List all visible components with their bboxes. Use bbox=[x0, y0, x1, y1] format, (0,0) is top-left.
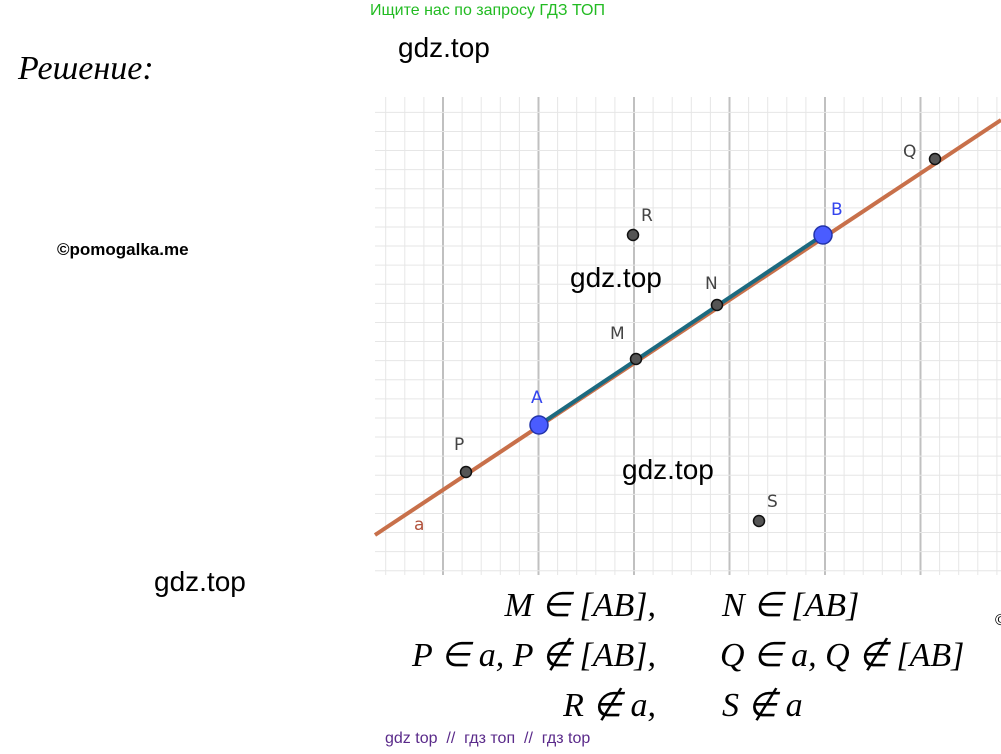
statement: S ∉ a bbox=[722, 687, 803, 724]
point bbox=[629, 352, 643, 366]
watermark: gdz.top bbox=[398, 32, 490, 63]
edge-mark: © bbox=[995, 612, 1001, 629]
point bbox=[813, 225, 833, 245]
credit: ©pomogalka.me bbox=[57, 240, 189, 259]
point bbox=[928, 152, 942, 166]
point-label: M bbox=[610, 324, 625, 344]
point-label: P bbox=[454, 435, 464, 455]
segment-ab bbox=[537, 233, 825, 427]
point bbox=[529, 415, 549, 435]
notice: Ищите нас по запросу ГДЗ ТОП bbox=[370, 2, 605, 19]
point-label: A bbox=[531, 388, 543, 408]
heading: Решение: bbox=[18, 50, 154, 87]
point-label: Q bbox=[903, 142, 916, 162]
statement: R ∉ a, bbox=[563, 687, 656, 724]
point bbox=[710, 298, 724, 312]
footer: gdz top // гдз топ // гдз top bbox=[385, 730, 591, 747]
point bbox=[626, 228, 640, 242]
watermark: gdz.top bbox=[154, 566, 246, 597]
statement: Q ∈ a, Q ∉ [AB] bbox=[720, 637, 965, 674]
line-label: a bbox=[414, 515, 424, 535]
point bbox=[459, 465, 473, 479]
statement: P ∈ a, P ∉ [AB], bbox=[411, 637, 656, 674]
point-label: S bbox=[767, 492, 778, 512]
watermark: gdz.top bbox=[622, 454, 714, 485]
point-label: R bbox=[641, 206, 653, 226]
watermark: gdz.top bbox=[570, 262, 662, 293]
statement: M ∈ [AB], bbox=[504, 587, 656, 624]
point-label: B bbox=[831, 200, 843, 220]
statement: N ∈ [AB] bbox=[722, 587, 860, 624]
grid bbox=[375, 97, 1001, 575]
point-label: N bbox=[705, 274, 718, 294]
point bbox=[752, 514, 766, 528]
